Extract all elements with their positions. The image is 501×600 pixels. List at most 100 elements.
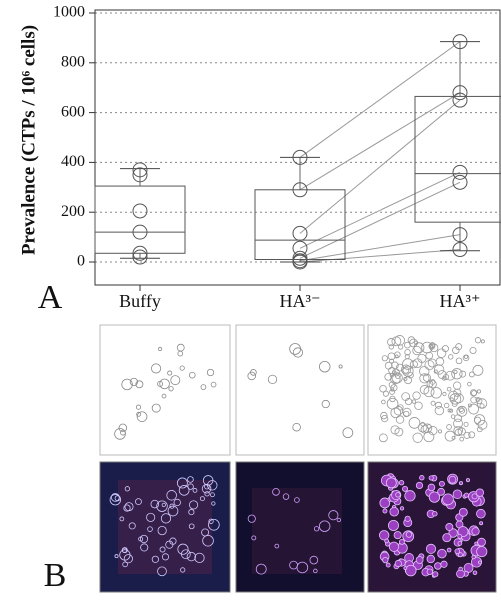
cell-outline: [405, 531, 413, 538]
cell-outline: [452, 489, 463, 500]
cell-outline: [449, 397, 454, 402]
cell-outline: [402, 365, 414, 377]
cell-outline: [455, 343, 463, 351]
cell-outline: [194, 552, 205, 563]
cell-outline: [420, 421, 425, 427]
cell-outline: [393, 406, 404, 416]
cell-outline: [139, 534, 149, 544]
cell-outline: [434, 364, 445, 375]
cell-outline: [110, 492, 120, 502]
cell-outline: [381, 399, 386, 405]
cell-outline: [459, 370, 467, 378]
data-point: [292, 149, 308, 165]
cell-outline: [378, 433, 388, 443]
cell-outline: [458, 406, 464, 413]
cell-outline: [428, 344, 434, 350]
cell-outline: [267, 374, 278, 384]
cell-outline: [446, 424, 452, 430]
cell-outline: [336, 517, 342, 523]
cell-outline: [202, 534, 214, 547]
cell-outline: [444, 402, 450, 409]
data-point: [292, 254, 308, 270]
cell-outline: [401, 392, 411, 401]
cell-outline: [395, 492, 401, 498]
cell-outline: [161, 553, 170, 561]
cell-outline: [426, 568, 434, 576]
cell-outline: [124, 486, 130, 492]
cell-outline: [390, 425, 400, 435]
cell-outline: [159, 378, 170, 390]
cell-outline: [476, 508, 486, 519]
cell-outline: [123, 504, 131, 512]
cell-outline: [388, 519, 399, 531]
pair-line: [299, 171, 461, 249]
cell-outline: [404, 341, 411, 349]
cell-outline: [390, 387, 395, 392]
y-tick-label: 400: [61, 153, 85, 170]
cell-outline: [282, 493, 290, 500]
cell-outline: [294, 497, 300, 503]
cell-outline: [467, 381, 472, 387]
cell-outline: [388, 541, 400, 552]
data-point: [292, 182, 308, 198]
cell-outline: [199, 496, 205, 502]
cell-outline: [159, 546, 166, 553]
cell-outline: [178, 485, 190, 496]
cell-outline: [437, 548, 447, 559]
cell-outline: [394, 351, 401, 358]
y-tick-label: 200: [61, 203, 85, 220]
cell-outline: [394, 427, 404, 437]
cell-outline: [399, 506, 405, 511]
cell-outline: [146, 512, 156, 522]
data-point: [132, 203, 148, 219]
cell-outline: [187, 476, 194, 483]
panel-label: A: [38, 279, 63, 316]
cell-outline: [478, 560, 482, 565]
cell-outline: [451, 368, 463, 380]
cell-outline: [119, 516, 125, 522]
cell-outline: [114, 495, 121, 502]
cell-outline: [210, 492, 215, 498]
cell-outline: [313, 568, 318, 574]
cell-outline: [415, 556, 424, 564]
cell-outline: [475, 488, 485, 497]
cell-outline: [328, 510, 339, 521]
cell-outline: [480, 339, 485, 344]
pair-line: [299, 234, 461, 262]
cell-outline: [404, 490, 416, 502]
cell-outline: [397, 404, 404, 411]
cell-outline: [292, 347, 303, 358]
cell-outline: [206, 368, 215, 377]
cell-outline: [119, 549, 131, 561]
cell-outline: [188, 509, 195, 516]
plot-frame: [94, 9, 501, 286]
cell-outline: [128, 522, 136, 530]
cell-outline: [400, 364, 412, 375]
cell-outline: [404, 349, 411, 356]
cell-outline: [420, 425, 429, 434]
cell-outline: [423, 386, 435, 398]
cell-outline: [179, 365, 185, 371]
cell-outline: [150, 499, 160, 509]
cell-outline: [429, 343, 439, 353]
cell-outline: [177, 350, 184, 357]
cell-outline: [449, 408, 454, 413]
cell-outline: [176, 477, 188, 489]
cell-outline: [211, 501, 216, 506]
data-point: [132, 224, 148, 240]
data-point: [452, 174, 468, 190]
pair-line: [299, 181, 461, 259]
cell-outline: [453, 418, 463, 429]
cell-outline: [394, 559, 402, 568]
x-tick-label: Buffy: [119, 291, 161, 311]
data-point: [132, 249, 148, 265]
data-point: [132, 162, 148, 178]
cell-outline: [446, 547, 452, 553]
cell-outline: [378, 530, 390, 541]
cell-outline: [462, 354, 470, 362]
cell-outline: [404, 397, 413, 406]
cell-outline: [472, 570, 478, 576]
cell-outline: [454, 428, 463, 437]
cell-outline: [309, 555, 319, 565]
cell-outline: [318, 520, 331, 532]
